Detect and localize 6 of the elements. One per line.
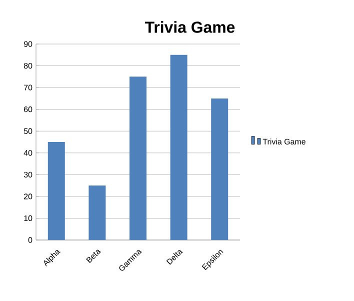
bar [88,186,106,240]
chart-title: Trivia Game [144,21,235,33]
bar [170,54,188,240]
bar [129,76,146,240]
bar [48,142,65,240]
bar [211,98,228,240]
